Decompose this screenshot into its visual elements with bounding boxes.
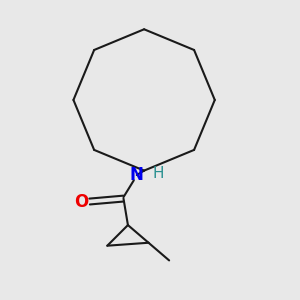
Text: N: N [130, 166, 144, 184]
Text: O: O [74, 193, 88, 211]
Text: H: H [153, 166, 164, 181]
